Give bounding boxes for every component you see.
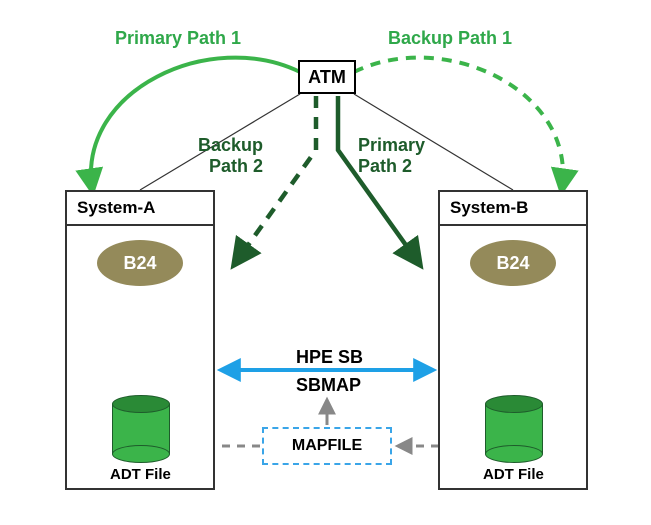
primary-path-2-arrow [338, 96, 418, 262]
atm-label: ATM [308, 67, 346, 88]
adt-file-a-label: ADT File [110, 466, 171, 483]
cylinder-a [112, 395, 170, 463]
cylinder-b [485, 395, 543, 463]
mapfile-label: MAPFILE [292, 437, 362, 455]
system-a-title: System-A [67, 192, 213, 226]
b24-a-label: B24 [123, 253, 156, 274]
sbmap-label: SBMAP [296, 375, 361, 396]
primary-path-1-label: Primary Path 1 [115, 28, 241, 49]
hpe-sb-label: HPE SB [296, 347, 363, 368]
system-b-title: System-B [440, 192, 586, 226]
backup-path-1-label: Backup Path 1 [388, 28, 512, 49]
adt-file-b-label: ADT File [483, 466, 544, 483]
backup-path-2-label: BackupPath 2 [198, 135, 263, 176]
primary-path-1-arc [91, 58, 300, 188]
b24-b: B24 [470, 240, 556, 286]
backup-path-2-arrow [236, 96, 316, 262]
primary-path-2-label: PrimaryPath 2 [358, 135, 425, 176]
mapfile-box: MAPFILE [262, 427, 392, 465]
b24-a: B24 [97, 240, 183, 286]
b24-b-label: B24 [496, 253, 529, 274]
atm-box: ATM [298, 60, 356, 94]
